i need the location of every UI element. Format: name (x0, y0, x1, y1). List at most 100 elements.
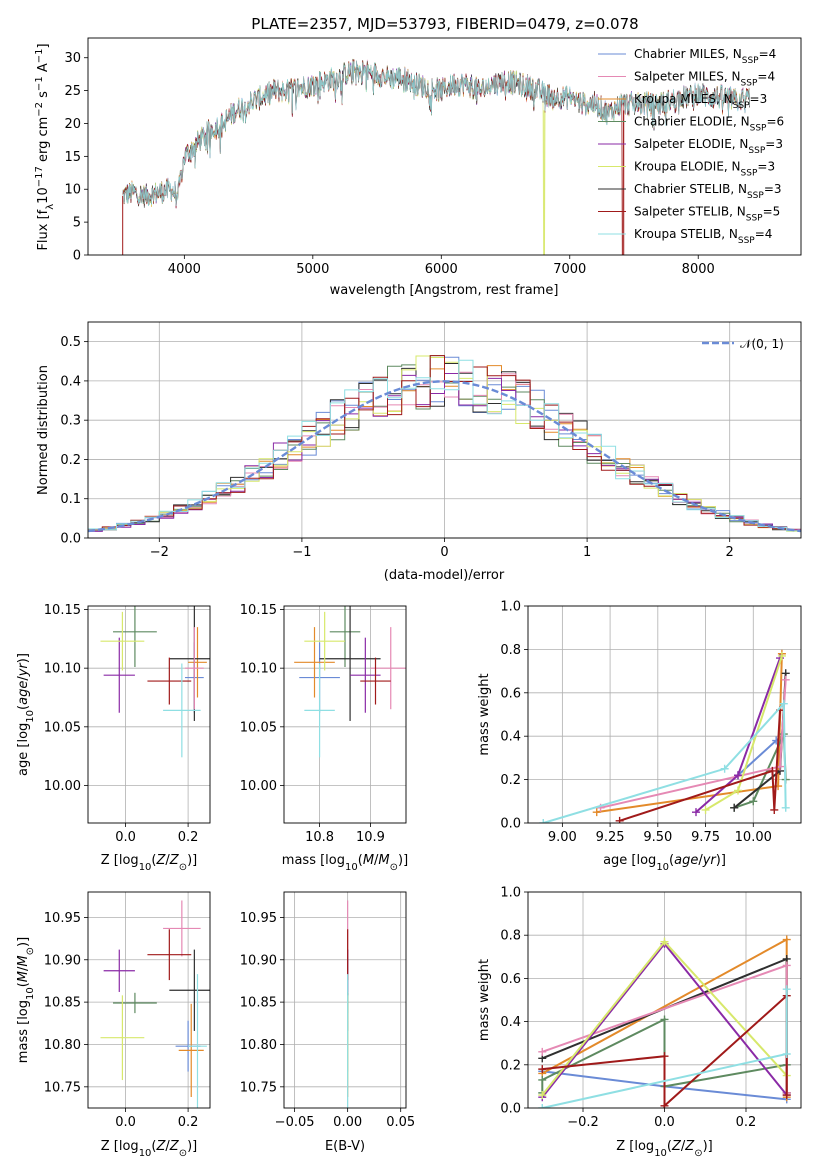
residuals-ytick-label: 0.4 (60, 374, 81, 389)
weight_vs_age-marker (592, 808, 601, 817)
mass_vs_Z-frame (87, 891, 211, 1109)
mass_vs_ebv-ytick-label: 10.95 (240, 911, 277, 926)
age_vs_mass-xtick-label: 10.8 (305, 830, 334, 845)
residuals-legend-label: 𝒩(0, 1) (740, 337, 784, 351)
spectrum-ylabel: Flux [fλ10−17 erg cm−2 s−1 A−1] (34, 43, 56, 250)
spectrum-ytick-label: 15 (64, 150, 81, 165)
weight_vs_Z-frame (527, 891, 802, 1109)
weight_vs_age-ytick-label: 0.8 (500, 643, 521, 658)
age_vs_Z-ytick-label: 10.05 (44, 720, 81, 735)
mass_vs_Z-point-6 (100, 995, 145, 1081)
age_vs_Z-xtick-label: 0.0 (115, 830, 136, 845)
spectrum-ytick-label: 30 (64, 51, 81, 66)
mass_vs_ebv-ytick-label: 10.80 (240, 1038, 277, 1053)
weight_vs_Z-marker (782, 935, 791, 944)
mass_vs_Z-plot-area (100, 900, 210, 1108)
residuals-ytick-label: 0.5 (60, 335, 81, 350)
weight_vs_age-series-8 (543, 701, 787, 823)
weight_vs_age-ytick-label: 1.0 (500, 600, 521, 615)
age_vs_Z-point-2 (113, 606, 157, 667)
weight_vs_Z-marker (538, 1091, 547, 1100)
age_vs_Z-frame (87, 605, 211, 824)
weight_vs_age-xlabel: age [log10(age/yr)] (603, 853, 726, 873)
spectrum-legend-label: Salpeter ELODIE, NSSP=3 (634, 137, 783, 156)
spectrum-legend-label: Salpeter STELIB, NSSP=5 (634, 205, 780, 224)
age_vs_Z-xlabel: Z [log10(Z/Z⊙)] (101, 853, 198, 873)
weight_vs_age-marker (770, 805, 779, 814)
age_vs_mass-ytick-label: 10.05 (240, 720, 277, 735)
weight_vs_Z-axes: −0.2 0.0 0.2 0.0 0.2 0.4 0.6 0.8 1.0 Z [log10(Z/Z… (477, 886, 802, 1159)
residuals-ytick-label: 0.1 (60, 492, 81, 507)
mass_vs_Z-xtick-label: 0.2 (178, 1115, 199, 1130)
age_vs_mass-axes: 10.8 10.9 10.00 10.05 10.10 10.15 mass [log10(… (240, 603, 408, 872)
age_vs_mass-frame (283, 605, 407, 824)
age_vs_Z-point-1 (188, 627, 207, 698)
spectrum-ytick-label: 5 (73, 216, 81, 231)
weight_vs_Z-ytick-label: 0.6 (500, 972, 521, 987)
age_vs_Z-xtick-label: 0.2 (178, 830, 199, 845)
residuals-xlabel: (data-model)/error (384, 568, 505, 583)
spectrum-xlabel: wavelength [Angstrom, rest frame] (330, 283, 559, 298)
age_vs_mass-point-1 (294, 627, 335, 698)
residuals-ytick-label: 0.2 (60, 453, 81, 468)
weight_vs_age-marker (730, 803, 739, 812)
spectrum-ytick-label: 0 (73, 249, 81, 264)
mass_vs_Z-point-8 (188, 974, 207, 1108)
age_vs_mass-ytick-label: 10.00 (240, 779, 277, 794)
spectrum-legend-label: Chabrier STELIB, NSSP=3 (634, 182, 782, 201)
residuals-ytick-label: 0.0 (60, 532, 81, 547)
residuals-ylabel: Normed distribution (36, 365, 51, 495)
weight_vs_Z-marker (538, 1075, 547, 1084)
age_vs_Z-ytick-label: 10.10 (44, 662, 81, 677)
weight_vs_age-marker (779, 699, 788, 708)
weight_vs_age-xtick-label: 9.50 (643, 830, 672, 845)
weight_vs_Z-marker (538, 1065, 547, 1074)
spectrum-plot-area (122, 58, 750, 255)
age_vs_Z-ylabel: age [log10(age/yr)] (16, 653, 36, 776)
residuals-ytick-label: 0.3 (60, 414, 81, 429)
age_vs_Z-ytick-label: 10.15 (44, 603, 81, 618)
weight_vs_age-xtick-label: 9.25 (596, 830, 625, 845)
age_vs_Z-ytick-label: 10.00 (44, 779, 81, 794)
weight_vs_Z-marker (538, 1047, 547, 1056)
residuals-xtick-label: 0 (440, 545, 448, 560)
age_vs_mass-ytick-label: 10.15 (240, 603, 277, 618)
weight_vs_age-marker (734, 786, 742, 795)
weight_vs_age-marker (781, 675, 790, 684)
age_vs_mass-point-7 (360, 657, 391, 705)
weight_vs_age-ytick-label: 0.6 (500, 686, 521, 701)
spectrum-xtick-label: 8000 (682, 262, 715, 277)
normal-reference-curve (88, 380, 801, 533)
weight_vs_age-ytick-label: 0.0 (500, 817, 521, 832)
weight_vs_age-plot-area (539, 649, 790, 823)
weight_vs_age-ytick-label: 0.4 (500, 730, 521, 745)
mass_vs_ebv-xtick-label: 0.05 (386, 1115, 415, 1130)
weight_vs_Z-marker (782, 1050, 791, 1058)
mass_vs_Z-point-2 (113, 992, 157, 1014)
spectrum-xtick-label: 6000 (425, 262, 458, 277)
weight_vs_Z-marker (782, 1091, 791, 1100)
mass_vs_Z-xlabel: Z [log10(Z/Z⊙)] (101, 1139, 198, 1159)
weight_vs_age-marker (539, 819, 548, 823)
age_vs_mass-ytick-label: 10.10 (240, 662, 277, 677)
mass_vs_Z-ylabel: mass [log10(M/M⊙)] (16, 937, 36, 1063)
age_vs_mass-point-8 (304, 663, 335, 758)
age_vs_Z-axes: 0.0 0.2 10.00 10.05 10.10 10.15 Z [log10(Z/Z⊙)… (16, 603, 211, 873)
mass_vs_Z-ytick-label: 10.90 (44, 953, 81, 968)
weight_vs_age-marker (720, 764, 729, 773)
weight_vs_age-ytick-label: 0.2 (500, 773, 521, 788)
spectrum-ytick-label: 20 (64, 117, 81, 132)
residual-hist-8 (88, 359, 801, 532)
spectrum-series-8 (122, 60, 750, 207)
spectrum-xtick-label: 4000 (168, 262, 201, 277)
weight_vs_age-marker (692, 808, 700, 817)
mass_vs_Z-ytick-label: 10.95 (44, 911, 81, 926)
weight_vs_Z-marker (660, 1015, 669, 1024)
spectrum-ytick-label: 25 (64, 84, 81, 99)
spectrum-legend-label: Chabrier ELODIE, NSSP=6 (634, 115, 784, 134)
weight_vs_age-axes: 9.00 9.25 9.50 9.75 10.00 0.0 0.2 0.4 0.6 0.8 1.0 a… (477, 600, 802, 873)
mass_vs_Z-point-7 (147, 929, 192, 981)
age_vs_mass-point-2 (329, 606, 361, 667)
spectrum-frame (87, 37, 802, 256)
